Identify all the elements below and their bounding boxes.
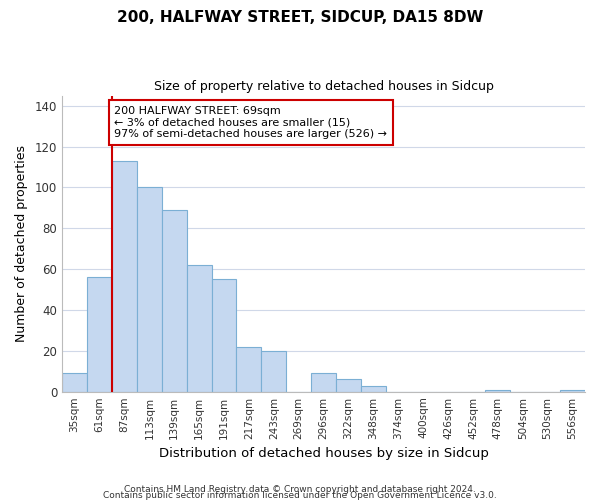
Bar bbox=[162, 210, 187, 392]
Bar bbox=[112, 161, 137, 392]
Bar bbox=[560, 390, 585, 392]
Text: 200 HALFWAY STREET: 69sqm
← 3% of detached houses are smaller (15)
97% of semi-d: 200 HALFWAY STREET: 69sqm ← 3% of detach… bbox=[115, 106, 388, 139]
Title: Size of property relative to detached houses in Sidcup: Size of property relative to detached ho… bbox=[154, 80, 494, 93]
Bar bbox=[361, 386, 386, 392]
Text: Contains HM Land Registry data © Crown copyright and database right 2024.: Contains HM Land Registry data © Crown c… bbox=[124, 484, 476, 494]
Bar bbox=[311, 374, 336, 392]
X-axis label: Distribution of detached houses by size in Sidcup: Distribution of detached houses by size … bbox=[158, 447, 488, 460]
Bar bbox=[236, 347, 262, 392]
Bar bbox=[212, 280, 236, 392]
Y-axis label: Number of detached properties: Number of detached properties bbox=[15, 145, 28, 342]
Text: Contains public sector information licensed under the Open Government Licence v3: Contains public sector information licen… bbox=[103, 490, 497, 500]
Bar bbox=[137, 188, 162, 392]
Bar bbox=[87, 278, 112, 392]
Bar bbox=[262, 351, 286, 392]
Bar bbox=[485, 390, 511, 392]
Text: 200, HALFWAY STREET, SIDCUP, DA15 8DW: 200, HALFWAY STREET, SIDCUP, DA15 8DW bbox=[117, 10, 483, 25]
Bar bbox=[336, 380, 361, 392]
Bar bbox=[62, 374, 87, 392]
Bar bbox=[187, 265, 212, 392]
